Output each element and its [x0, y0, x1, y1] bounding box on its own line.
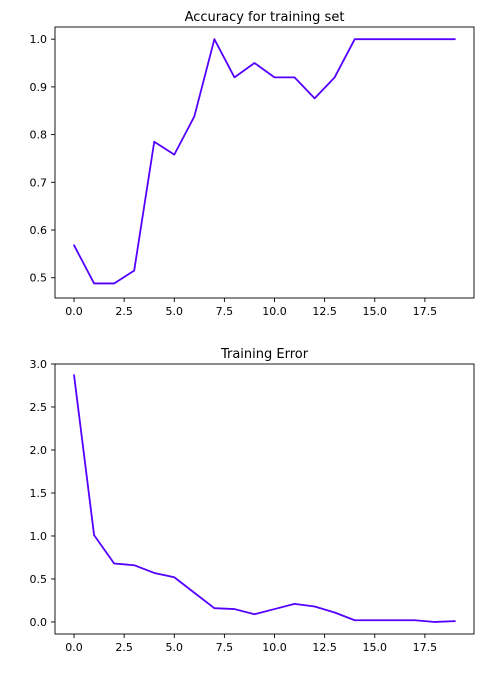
accuracy-y-tick-label: 0.5 [30, 272, 48, 285]
accuracy-x-tick-label: 12.5 [312, 305, 337, 318]
accuracy-x-tick-label: 10.0 [262, 305, 287, 318]
training-error-title: Training Error [220, 347, 309, 362]
training-error-x-tick-label: 12.5 [312, 641, 337, 654]
training-error-y-tick-label: 2.5 [30, 401, 48, 414]
training-error-x-tick-label: 5.0 [166, 641, 184, 654]
training-error-y-tick-label: 1.0 [30, 530, 48, 543]
training-error-chart: Training Error 0.0 2.5 5.0 7.5 10.0 12.5 15.0 17… [30, 347, 475, 654]
accuracy-x-tick-label: 0.0 [65, 305, 83, 318]
training-error-x-tick-label: 0.0 [65, 641, 83, 654]
training-error-y-tick-label: 0.5 [30, 573, 48, 586]
accuracy-chart: Accuracy for training set 0.0 2.5 5.0 7.5 10.… [30, 10, 475, 318]
training-error-y-tick-label: 3.0 [30, 358, 48, 371]
accuracy-series-line [73, 38, 456, 285]
accuracy-x-tick-label: 7.5 [216, 305, 234, 318]
training-error-x-tick-label: 10.0 [262, 641, 287, 654]
accuracy-x-tick-label: 2.5 [115, 305, 133, 318]
training-error-axes-frame [54, 363, 475, 635]
training-error-x-tick-label: 2.5 [115, 641, 133, 654]
training-error-y-tick-label: 2.0 [30, 444, 48, 457]
accuracy-y-tick-label: 0.6 [30, 224, 48, 237]
accuracy-y-tick-label: 0.8 [30, 129, 48, 142]
accuracy-x-tick-label: 5.0 [166, 305, 184, 318]
accuracy-axes-frame [54, 26, 475, 299]
accuracy-title: Accuracy for training set [185, 10, 345, 25]
accuracy-y-tick-label: 0.9 [30, 81, 48, 94]
accuracy-x-tick-label: 17.5 [413, 305, 438, 318]
accuracy-y-tick-label: 1.0 [30, 33, 48, 46]
accuracy-x-tick-label: 15.0 [363, 305, 388, 318]
training-error-series-line [73, 374, 456, 623]
training-error-x-tick-label: 7.5 [216, 641, 234, 654]
training-error-x-tick-label: 15.0 [363, 641, 388, 654]
training-error-x-tick-label: 17.5 [413, 641, 438, 654]
training-error-y-tick-label: 1.5 [30, 487, 48, 500]
training-error-y-tick-label: 0.0 [30, 616, 48, 629]
accuracy-y-tick-label: 0.7 [30, 176, 48, 189]
